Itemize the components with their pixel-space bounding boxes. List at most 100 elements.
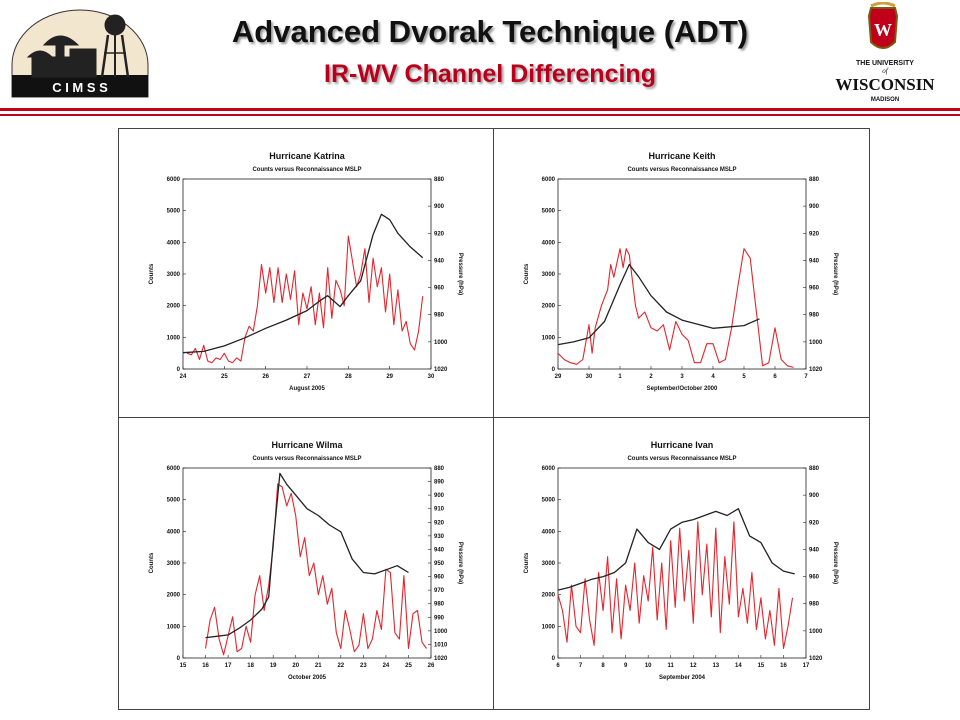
x-tick-label: 25 xyxy=(221,374,228,380)
y2-tick-label: 900 xyxy=(809,493,820,499)
chart-wilma: Hurricane Wilma Counts versus Reconnaissa… xyxy=(149,440,463,681)
x-tick-label: 22 xyxy=(337,663,344,669)
chart-keith: Hurricane Keith Counts versus Reconnaissa… xyxy=(524,151,838,392)
x-tick-label: 24 xyxy=(180,374,187,380)
y2-tick-label: 950 xyxy=(434,561,445,567)
x-tick-label: 24 xyxy=(383,663,390,669)
y-tick-label: 1000 xyxy=(167,624,181,630)
y2-tick-label: 1020 xyxy=(434,367,448,373)
chart-title: Hurricane Wilma xyxy=(272,440,344,450)
page-title: Advanced Dvorak Technique (ADT) xyxy=(231,14,749,49)
y-tick-label: 5000 xyxy=(167,209,181,215)
x-tick-label: 10 xyxy=(645,663,652,669)
chart-title: Hurricane Keith xyxy=(648,151,715,161)
chart-subtitle: Counts versus Reconnaissance MSLP xyxy=(627,167,736,173)
y2-tick-label: 930 xyxy=(434,534,445,540)
y-tick-label: 5000 xyxy=(167,498,181,504)
y-tick-label: 4000 xyxy=(542,529,556,535)
x-tick-label: 29 xyxy=(555,374,562,380)
x-axis-label: September/October 2000 xyxy=(647,386,718,392)
y2-tick-label: 960 xyxy=(809,575,820,581)
plot-area xyxy=(182,178,432,370)
x-tick-label: 15 xyxy=(758,663,765,669)
y2-tick-label: 900 xyxy=(434,204,445,210)
x-tick-label: 14 xyxy=(735,663,742,669)
x-tick-label: 12 xyxy=(690,663,697,669)
y2-tick-label: 890 xyxy=(434,480,445,486)
y2-tick-label: 960 xyxy=(809,286,820,292)
x-tick-label: 28 xyxy=(345,374,352,380)
y-tick-label: 6000 xyxy=(542,466,556,472)
y-tick-label: 0 xyxy=(552,656,556,662)
x-tick-label: 6 xyxy=(773,374,777,380)
y-tick-label: 0 xyxy=(177,656,181,662)
y-tick-label: 2000 xyxy=(167,304,181,310)
y2-tick-label: 940 xyxy=(809,258,820,264)
y2-tick-label: 880 xyxy=(809,466,820,472)
chart-panel-wilma: Hurricane Wilma Counts versus Reconnaissa… xyxy=(119,418,493,706)
header-rule-top xyxy=(0,108,960,111)
y2-tick-label: 980 xyxy=(809,602,820,608)
x-tick-label: 16 xyxy=(202,663,209,669)
chart-title: Hurricane Ivan xyxy=(651,440,714,450)
y2-tick-label: 980 xyxy=(434,313,445,319)
y-tick-label: 5000 xyxy=(542,498,556,504)
x-tick-label: 15 xyxy=(180,663,187,669)
y2-axis-label: Pressure (hPa) xyxy=(832,542,838,584)
x-tick-label: 11 xyxy=(668,663,675,669)
y-axis-label: Counts xyxy=(149,263,155,284)
chart-ivan: Hurricane Ivan Counts versus Reconnaissan… xyxy=(524,440,838,681)
panel-divider-vertical xyxy=(493,129,494,709)
y2-tick-label: 1000 xyxy=(809,629,823,635)
plot-area xyxy=(182,467,432,659)
y-tick-label: 4000 xyxy=(167,240,181,246)
y2-tick-label: 880 xyxy=(434,466,445,472)
y2-tick-label: 920 xyxy=(809,520,820,526)
chart-panel-keith: Hurricane Keith Counts versus Reconnaissa… xyxy=(494,129,868,417)
x-tick-label: 8 xyxy=(601,663,605,669)
y2-tick-label: 990 xyxy=(434,615,445,621)
uw-logo-name: WISCONSIN xyxy=(835,75,935,94)
x-axis-label: August 2005 xyxy=(289,386,325,392)
x-tick-label: 17 xyxy=(803,663,810,669)
chart-subtitle: Counts versus Reconnaissance MSLP xyxy=(627,456,736,462)
y-tick-label: 2000 xyxy=(167,593,181,599)
y-axis-label: Counts xyxy=(524,263,530,284)
x-tick-label: 20 xyxy=(292,663,299,669)
mslp-line xyxy=(557,508,795,591)
y2-tick-label: 1000 xyxy=(434,340,448,346)
uw-logo: W THE UNIVERSITY of WISCONSIN MADISON xyxy=(835,2,935,103)
x-tick-label: 27 xyxy=(304,374,311,380)
x-tick-label: 4 xyxy=(711,374,715,380)
x-tick-label: 30 xyxy=(586,374,593,380)
x-tick-label: 6 xyxy=(556,663,560,669)
y-tick-label: 6000 xyxy=(542,177,556,183)
y-tick-label: 3000 xyxy=(542,272,556,278)
chart-subtitle: Counts versus Reconnaissance MSLP xyxy=(252,456,361,462)
mslp-line xyxy=(557,263,760,346)
y2-tick-label: 940 xyxy=(434,258,445,264)
y2-axis-label: Pressure (hPa) xyxy=(457,253,463,295)
mslp-line xyxy=(182,213,424,354)
cimss-logo: C I M S S xyxy=(11,9,149,98)
y-tick-label: 3000 xyxy=(542,561,556,567)
x-axis-label: October 2005 xyxy=(288,675,327,681)
y2-tick-label: 940 xyxy=(809,547,820,553)
y2-tick-label: 920 xyxy=(434,520,445,526)
x-tick-label: 21 xyxy=(315,663,322,669)
cimss-logo-text: C I M S S xyxy=(52,80,108,95)
x-tick-label: 25 xyxy=(405,663,412,669)
y2-tick-label: 910 xyxy=(434,507,445,513)
y-tick-label: 4000 xyxy=(167,529,181,535)
y2-tick-label: 1020 xyxy=(434,656,448,662)
counts-line xyxy=(557,521,794,650)
counts-line xyxy=(186,235,424,364)
counts-line xyxy=(204,483,427,656)
uw-logo-of: of xyxy=(882,67,889,75)
y2-tick-label: 1000 xyxy=(809,340,823,346)
x-tick-label: 2 xyxy=(649,374,653,380)
uw-logo-line3: MADISON xyxy=(871,97,899,103)
y2-tick-label: 980 xyxy=(809,313,820,319)
x-tick-label: 29 xyxy=(386,374,393,380)
mslp-line xyxy=(205,472,409,639)
